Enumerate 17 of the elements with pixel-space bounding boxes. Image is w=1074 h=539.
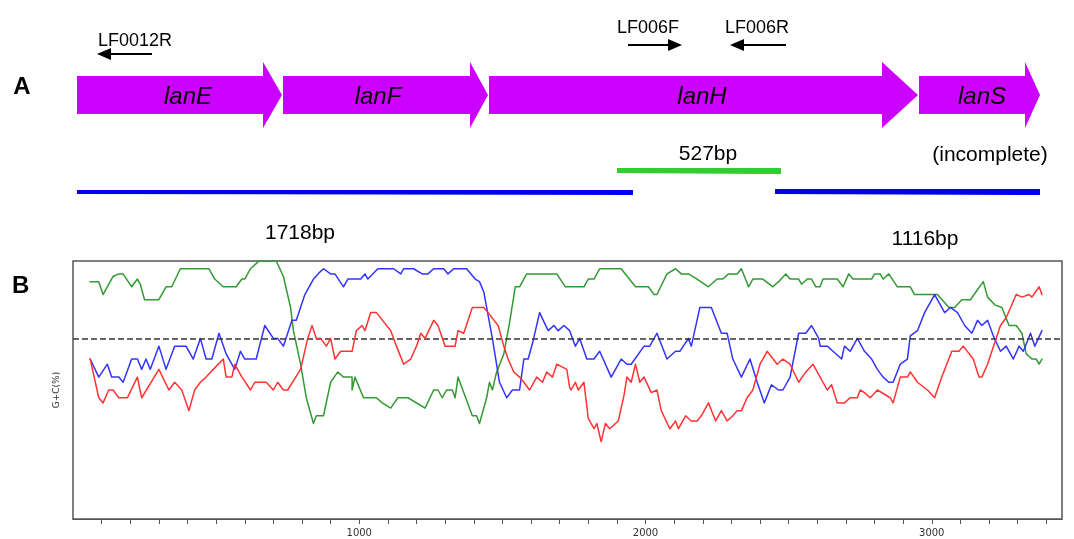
x-tick-label: 3000: [919, 526, 945, 538]
text: 1116bp: [891, 226, 959, 249]
text: 1718bp: [264, 220, 336, 243]
x-tick-label: 1000: [346, 526, 372, 538]
text: (incomplete): [932, 142, 1048, 165]
text: LF006F: [616, 17, 680, 37]
text: 527bp: [678, 141, 738, 164]
text: B: [12, 270, 30, 298]
text: lanE: [163, 82, 213, 109]
x-tick-label: 2000: [632, 526, 659, 538]
text: lanH: [677, 82, 728, 109]
text: lanS: [957, 82, 1007, 109]
text: A: [13, 72, 31, 99]
text: LF0012R: [97, 30, 173, 50]
text: LF006R: [724, 17, 790, 37]
text: lanF: [354, 82, 403, 109]
y-axis-title: G+C(%): [51, 371, 61, 409]
